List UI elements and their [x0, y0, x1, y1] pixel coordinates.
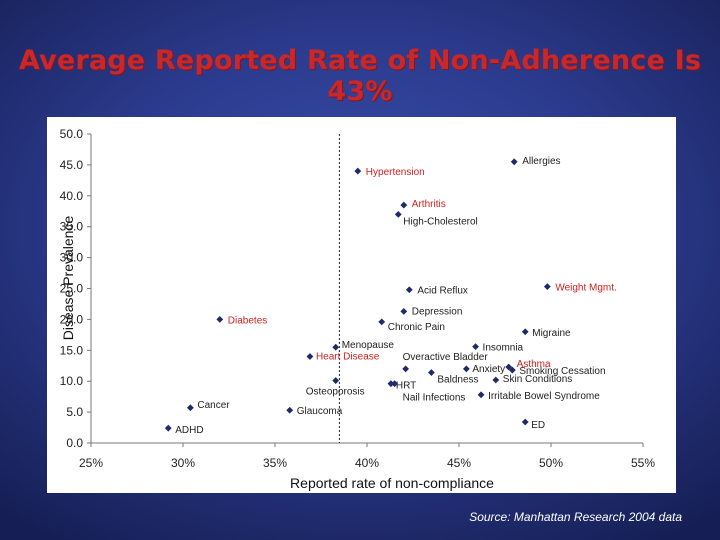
y-tick-label: 30.0 [60, 251, 84, 265]
data-point-marker [286, 406, 294, 414]
data-point-marker [332, 343, 340, 351]
data-point-marker [462, 365, 470, 373]
slide-title: Average Reported Rate of Non-Adherence I… [18, 45, 702, 107]
data-point-label: Migraine [532, 328, 571, 339]
data-point-marker [521, 418, 529, 426]
y-tick-label: 20.0 [60, 312, 84, 326]
data-point-label: Weight Mgmt. [555, 283, 617, 294]
x-tick-label: 25% [79, 456, 103, 470]
y-tick-label: 10.0 [60, 374, 84, 388]
data-point-label: Irritable Bowel Syndrome [488, 391, 600, 402]
x-tick-label: 50% [539, 456, 563, 470]
data-point-marker [472, 343, 479, 350]
data-point-label: ADHD [175, 425, 203, 436]
data-point-label: Cancer [197, 400, 230, 411]
data-point-label: Anxiety [472, 364, 505, 375]
data-point-label: ED [531, 420, 545, 431]
data-point-label: Asthma [517, 359, 551, 370]
data-point-marker [405, 286, 413, 294]
source-note: Source: Manhattan Research 2004 data [469, 510, 682, 524]
x-tick-label: 55% [631, 456, 655, 470]
data-point-marker [332, 377, 340, 384]
data-point-label: High-Cholesterol [403, 216, 477, 227]
data-point-marker [402, 365, 410, 373]
data-point-label: Heart Disease [316, 351, 380, 362]
data-point-label: Overactive Bladder [403, 352, 489, 363]
y-tick-label: 40.0 [60, 189, 84, 203]
x-tick-label: 35% [263, 456, 287, 470]
data-point-label: Menopause [342, 340, 395, 351]
x-tick-label: 30% [171, 456, 195, 470]
data-point-label: Diabetes [228, 315, 267, 326]
data-point-marker [400, 307, 408, 315]
x-tick-label: 40% [355, 456, 379, 470]
data-point-label: Nail Infections [403, 393, 466, 404]
data-point-label: Baldness [437, 375, 478, 386]
scatter-chart: 0.0 5.0 10.0 15.0 20.0 25.0 30.0 35.0 40.0 45.0 50… [60, 127, 656, 470]
data-point-marker [400, 201, 408, 209]
data-point-marker [521, 328, 529, 336]
y-tick-label: 5.0 [66, 405, 83, 419]
data-point-marker [508, 366, 516, 374]
data-point-label: Depression [412, 306, 463, 317]
x-axis-label: Reported rate of non-compliance [290, 475, 494, 491]
data-point-label: Hypertension [366, 167, 425, 178]
data-point-marker [387, 380, 395, 388]
data-point-label: Insomnia [483, 343, 524, 354]
data-point-label: Glaucoma [297, 406, 343, 417]
data-point-marker [164, 424, 172, 432]
data-point-marker [378, 318, 386, 326]
data-point-label: Osteoporosis [306, 387, 365, 398]
data-point-marker [492, 376, 500, 384]
data-point-label: Skin Conditions [503, 374, 572, 385]
data-point-marker [216, 316, 224, 323]
data-point-marker [394, 210, 402, 218]
data-point-label: Arthritis [412, 199, 446, 210]
data-point-label: Smoking Cessation [519, 366, 605, 377]
data-point-marker [306, 353, 314, 360]
data-point-label: Chronic Pain [388, 322, 445, 333]
data-point-marker [477, 391, 485, 399]
data-point-label: HRT [396, 381, 416, 392]
y-tick-label: 15.0 [60, 343, 84, 357]
y-tick-label: 45.0 [60, 158, 84, 172]
y-tick-label: 25.0 [60, 282, 84, 296]
data-point-label: Acid Reflux [417, 286, 468, 297]
data-point-marker [543, 283, 551, 291]
y-tick-label: 35.0 [60, 220, 84, 234]
chart-area: 0.0 5.0 10.0 15.0 20.0 25.0 30.0 35.0 40.0 45.0 50… [47, 117, 676, 493]
y-tick-label: 50.0 [60, 127, 84, 141]
data-point-marker [510, 158, 518, 166]
data-point-marker [428, 369, 435, 376]
x-tick-label: 45% [447, 456, 471, 470]
y-axis-label: Disease Prevalence [60, 215, 76, 341]
data-point-label: Allergies [522, 156, 560, 167]
data-point-marker [354, 167, 362, 175]
data-point-marker [391, 380, 398, 388]
data-point-marker [186, 404, 194, 412]
y-tick-label: 0.0 [66, 436, 83, 450]
